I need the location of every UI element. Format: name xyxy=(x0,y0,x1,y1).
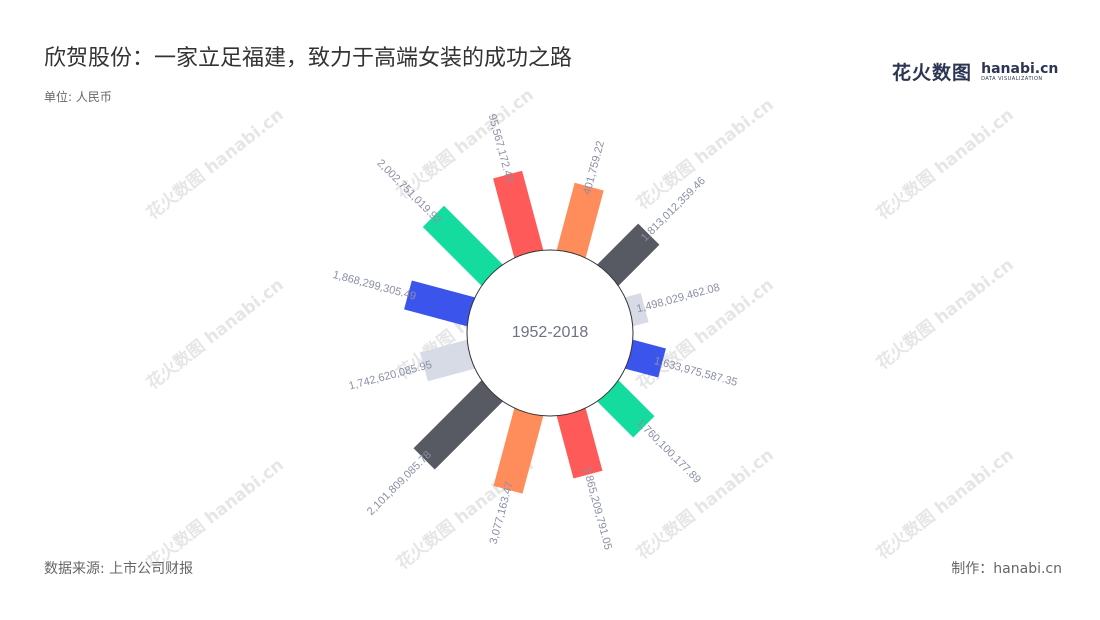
credit-note: 制作：hanabi.cn xyxy=(951,561,1062,577)
unit-label: 单位: 人民币 xyxy=(44,90,112,104)
bar-label-1: 401,759.22 xyxy=(581,140,607,196)
logo-sub-text: DATA VISUALIZATION xyxy=(981,75,1043,82)
bar-label-5: 1,760,100,177.89 xyxy=(634,417,703,486)
center-label: 1952-2018 xyxy=(512,324,589,341)
bar-label-9: 1,742,620,085.95 xyxy=(348,359,434,393)
bar-label-3: 1,498,029,462.08 xyxy=(635,282,721,316)
center-circle xyxy=(466,249,634,417)
logo-en-block: hanabi.cn DATA VISUALIZATION xyxy=(981,62,1058,82)
bar-label-6: 1,865,209,791.05 xyxy=(580,465,614,551)
bar-label-8: 2,101,809,085.78 xyxy=(365,449,434,518)
bar-label-2: 1,813,012,359.46 xyxy=(639,175,708,244)
bar-label-11: 2,002,751,019.92 xyxy=(374,157,443,226)
hanabi-logo: 花火数图 hanabi.cn DATA VISUALIZATION xyxy=(892,58,1058,85)
bar-label-7: 3,077,163.47 xyxy=(488,480,516,545)
source-note: 数据来源: 上市公司财报 xyxy=(44,561,194,577)
bar-label-12: 95,567,172.42 xyxy=(486,113,516,184)
bar-label-4: 1,633,975,587.35 xyxy=(653,355,739,389)
logo-en-text: hanabi.cn xyxy=(981,60,1059,77)
bar-label-10: 1,868,299,305.49 xyxy=(331,269,417,303)
chart-title: 欣贺股份：一家立足福建，致力于高端女装的成功之路 xyxy=(44,46,573,71)
logo-cn-text: 花火数图 xyxy=(892,62,973,84)
